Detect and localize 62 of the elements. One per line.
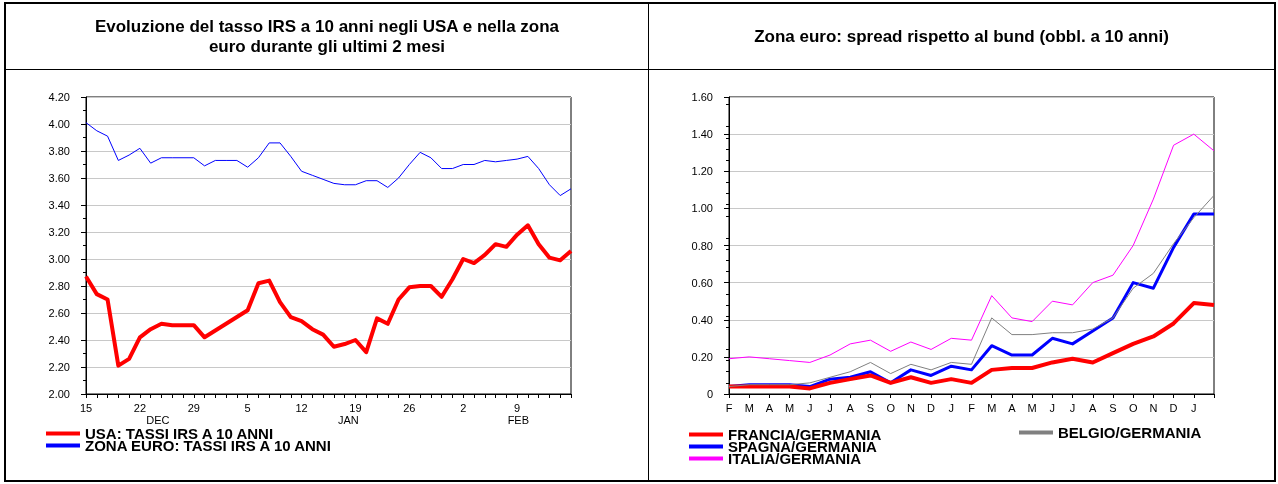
x-tick-label: A xyxy=(1008,401,1017,414)
x-tick-label: 15 xyxy=(79,401,93,414)
x-tick-label: N xyxy=(906,401,915,414)
x-tick-label: M xyxy=(744,401,754,414)
x-tick-label: 29 xyxy=(187,401,200,414)
text: JAN xyxy=(337,413,359,426)
x-tick-label: N xyxy=(1149,401,1158,414)
x-tick-label: J xyxy=(1069,401,1076,414)
y-tick-label: 0.40 xyxy=(691,313,713,326)
text: FEB xyxy=(507,413,530,426)
y-tick-label: 2.80 xyxy=(48,280,70,292)
x-tick-label: S xyxy=(866,401,875,414)
x-tick-label: A xyxy=(765,401,774,414)
y-tick-label: 4.00 xyxy=(48,118,70,130)
x-tick-label: A xyxy=(846,401,855,414)
legend-label: FRANCIA/GERMANIA xyxy=(728,426,882,443)
x-tick-label: F xyxy=(725,401,733,414)
x-tick-label: 9 xyxy=(514,401,521,414)
legend-label: BELGIO/GERMANIA xyxy=(1058,424,1202,441)
x-tick-label: J xyxy=(807,401,813,414)
text: DEC xyxy=(146,413,170,426)
y-tick-label: 1.60 xyxy=(691,91,713,103)
x-tick-label: A xyxy=(1089,401,1098,414)
y-tick-label: 2.40 xyxy=(48,334,70,346)
y-tick-label: 3.00 xyxy=(48,253,70,265)
y-tick-label: 0.60 xyxy=(691,276,713,289)
y-tick-label: 1.20 xyxy=(691,165,713,178)
y-tick-label: 3.60 xyxy=(48,172,70,184)
x-tick-label: 19 xyxy=(349,401,362,414)
x-tick-label: J xyxy=(1049,401,1056,414)
x-tick-label: D xyxy=(1169,401,1178,414)
x-tick-label: 2 xyxy=(460,401,467,414)
y-tick-label: 3.20 xyxy=(48,226,70,238)
y-tick-label: 2.00 xyxy=(48,388,70,400)
y-tick-label: 2.20 xyxy=(48,361,70,373)
chart-title: Zona euro: spread rispetto al bund (obbl. a 10 anni) xyxy=(649,4,1274,70)
x-tick-label: J xyxy=(948,401,955,414)
x-tick-label: O xyxy=(886,401,896,414)
y-tick-label: 2.60 xyxy=(48,307,70,319)
y-tick-label: 3.80 xyxy=(48,145,70,157)
x-tick-label: J xyxy=(827,401,833,414)
x-tick-label: 12 xyxy=(295,401,308,414)
y-tick-label: 0.80 xyxy=(691,239,713,252)
x-tick-label: O xyxy=(1128,401,1138,414)
x-tick-label: M xyxy=(1027,401,1037,414)
x-tick-label: D xyxy=(927,401,936,414)
y-tick-label: 1.00 xyxy=(691,202,713,215)
x-tick-label: S xyxy=(1109,401,1117,414)
x-tick-label: 5 xyxy=(244,401,251,414)
chart-title: Evoluzione del tasso IRS a 10 anni negli USA e nella zona euro durante gli ultimi 2 mesi xyxy=(6,4,648,70)
legend-label: USA: TASSI IRS A 10 ANNI xyxy=(85,425,274,442)
x-tick-label: 26 xyxy=(403,401,416,414)
x-tick-label: J xyxy=(1191,401,1197,414)
y-tick-label: 4.20 xyxy=(48,91,70,103)
x-tick-label: 22 xyxy=(133,401,147,414)
x-tick-label: M xyxy=(785,401,795,414)
y-tick-label: 1.40 xyxy=(691,128,713,141)
x-tick-label: F xyxy=(968,401,976,414)
y-tick-label: 0.20 xyxy=(691,350,713,363)
y-tick-label: 0 xyxy=(706,388,713,400)
x-tick-label: M xyxy=(987,401,997,414)
y-tick-label: 3.40 xyxy=(48,199,70,211)
